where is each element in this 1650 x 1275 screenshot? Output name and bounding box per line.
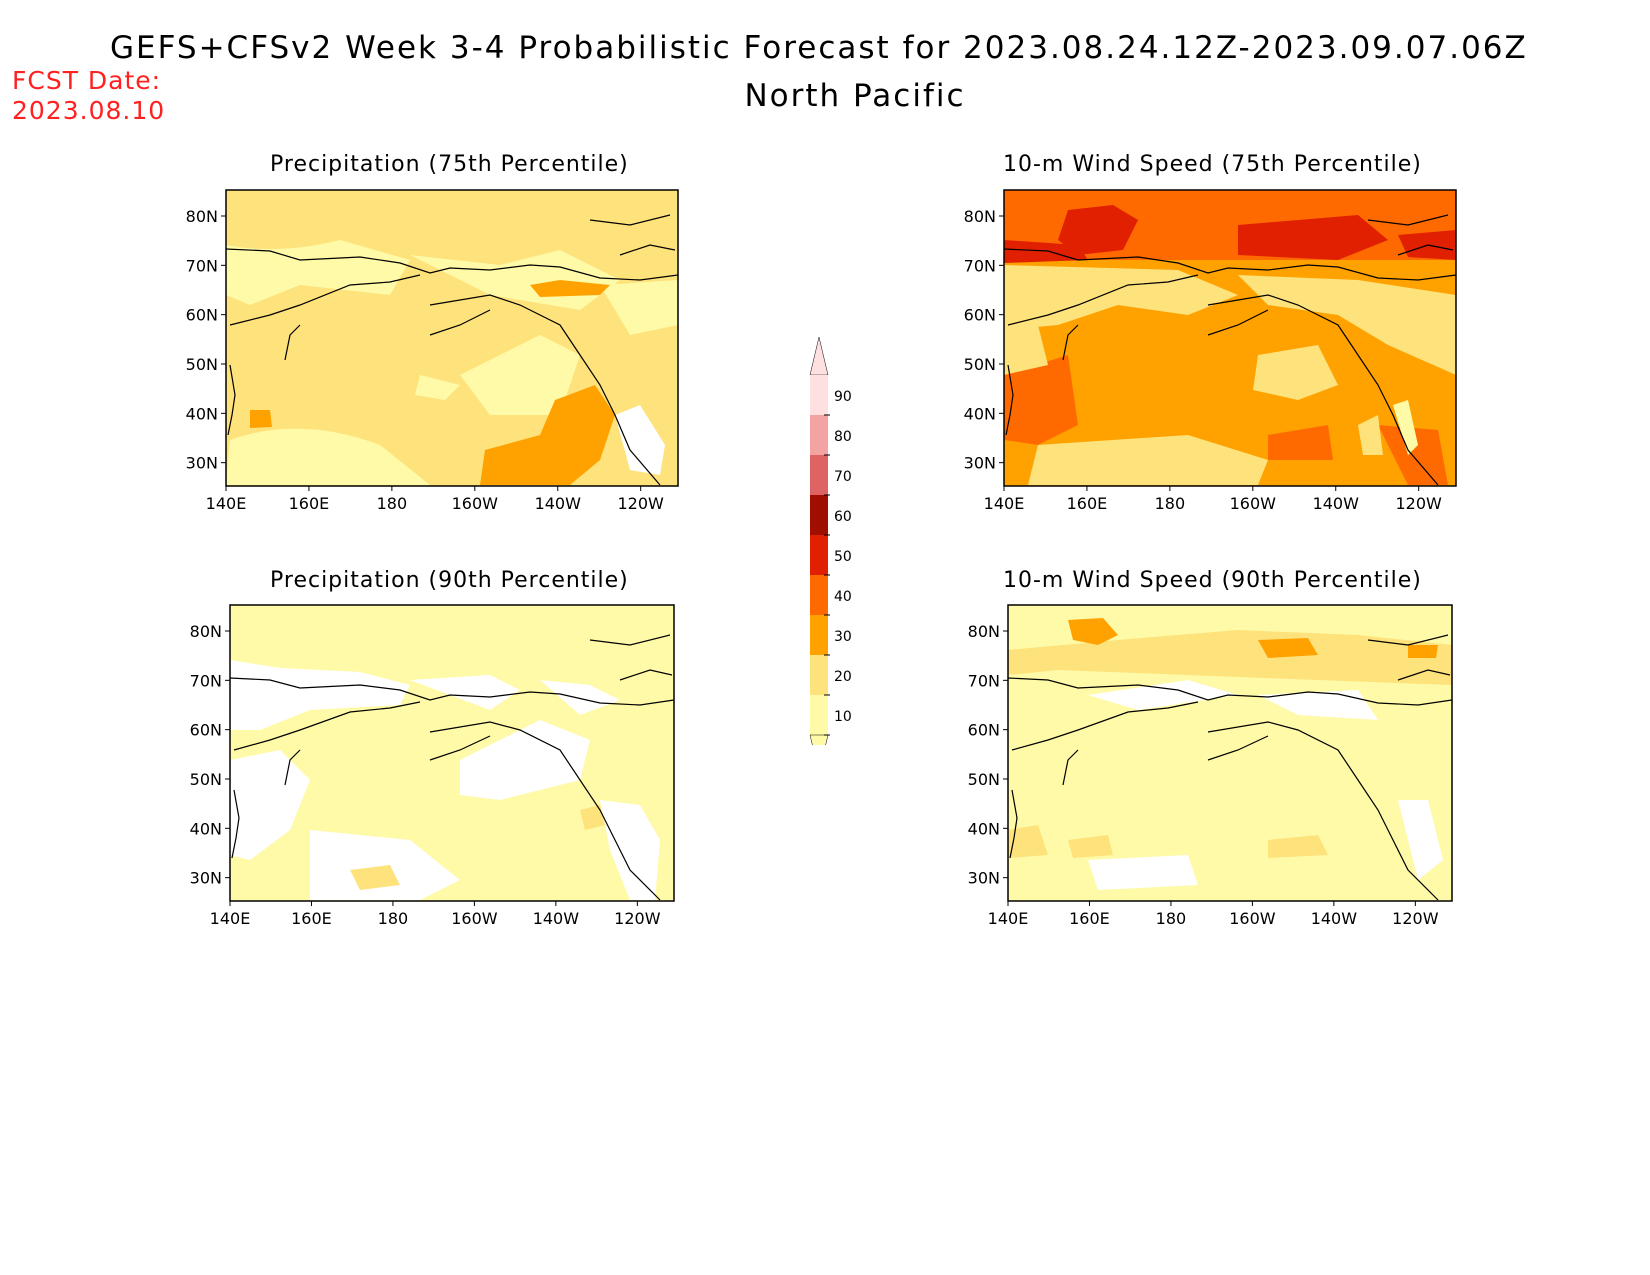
colorbar-swatch: [810, 615, 828, 655]
colorbar-label: 20: [834, 669, 852, 685]
lat-tick-label: 50N: [964, 355, 996, 374]
panel-title-precip-90: Precipitation (90th Percentile): [270, 568, 629, 593]
colorbar-label: 10: [834, 709, 852, 725]
map-precip-75: [225, 189, 679, 487]
lat-tick-label: 80N: [186, 207, 218, 226]
lon-tick-label: 160E: [291, 909, 332, 928]
lon-tick-label: 180: [378, 909, 409, 928]
main-title: GEFS+CFSv2 Week 3-4 Probabilistic Foreca…: [110, 30, 1528, 66]
lat-tick-label: 70N: [186, 256, 218, 275]
lon-tick-label: 140E: [210, 909, 251, 928]
lat-tick-label: 50N: [186, 355, 218, 374]
lat-tick-label: 70N: [190, 671, 222, 690]
colorbar-label: 90: [834, 389, 852, 405]
colorbar-label: 40: [834, 589, 852, 605]
lon-tick-label: 180: [1156, 909, 1187, 928]
colorbar-label: 80: [834, 429, 852, 445]
lat-tick-label: 60N: [964, 306, 996, 325]
lat-tick-label: 30N: [190, 869, 222, 888]
lat-tick-label: 70N: [968, 671, 1000, 690]
lat-tick-label: 40N: [190, 819, 222, 838]
lat-tick-label: 80N: [964, 207, 996, 226]
lat-tick-label: 80N: [190, 622, 222, 641]
colorbar-swatch: [810, 655, 828, 695]
colorbar-swatch: [810, 415, 828, 455]
lon-tick-label: 160E: [289, 494, 330, 513]
lon-tick-label: 180: [1155, 494, 1186, 513]
lon-tick-label: 160E: [1069, 909, 1110, 928]
panel-title-wind-75: 10-m Wind Speed (75th Percentile): [1003, 152, 1422, 177]
lon-tick-label: 160E: [1067, 494, 1108, 513]
lat-tick-label: 40N: [186, 404, 218, 423]
lat-tick-label: 30N: [964, 454, 996, 473]
lon-tick-label: 160W: [452, 494, 499, 513]
map-wind-90: [1007, 604, 1453, 902]
panel-title-precip-75: Precipitation (75th Percentile): [270, 152, 629, 177]
fcst-date-label: FCST Date:: [12, 66, 162, 95]
colorbar-swatch: [810, 375, 828, 415]
colorbar-swatch: [810, 495, 828, 535]
colorbar-swatch: [810, 455, 828, 495]
lat-tick-label: 50N: [968, 770, 1000, 789]
colorbar-label: 70: [834, 469, 852, 485]
colorbar-label: 50: [834, 549, 852, 565]
lat-tick-label: 40N: [964, 404, 996, 423]
colorbar-label: 60: [834, 509, 852, 525]
lon-tick-label: 160W: [1229, 909, 1276, 928]
region-subtitle: North Pacific: [744, 78, 966, 114]
lat-tick-label: 40N: [968, 819, 1000, 838]
lon-tick-label: 120W: [617, 494, 664, 513]
lon-tick-label: 180: [377, 494, 408, 513]
colorbar-swatch: [810, 695, 828, 735]
lon-tick-label: 140E: [984, 494, 1025, 513]
panel-title-wind-90: 10-m Wind Speed (90th Percentile): [1003, 568, 1422, 593]
lon-tick-label: 140W: [535, 494, 582, 513]
lat-tick-label: 60N: [968, 721, 1000, 740]
lon-tick-label: 140W: [1313, 494, 1360, 513]
colorbar-bottom-arrow: [809, 734, 829, 745]
lon-tick-label: 140E: [988, 909, 1029, 928]
colorbar: 90 80 70 60 50 40 30 20 10: [809, 336, 852, 745]
fcst-date-value: 2023.08.10: [12, 96, 166, 125]
lat-tick-label: 60N: [190, 721, 222, 740]
lon-tick-label: 160W: [451, 909, 498, 928]
lat-tick-label: 70N: [964, 256, 996, 275]
lat-tick-label: 50N: [190, 770, 222, 789]
lat-tick-label: 30N: [186, 454, 218, 473]
lon-tick-label: 120W: [1395, 494, 1442, 513]
colorbar-top-arrow: [809, 336, 829, 376]
lon-tick-label: 140E: [206, 494, 247, 513]
colorbar-label: 30: [834, 629, 852, 645]
map-precip-90: [229, 604, 675, 902]
lon-tick-label: 140W: [1311, 909, 1358, 928]
colorbar-swatch: [810, 535, 828, 575]
lat-tick-label: 30N: [968, 869, 1000, 888]
colorbar-swatch: [810, 575, 828, 615]
lat-tick-label: 80N: [968, 622, 1000, 641]
lon-tick-label: 160W: [1230, 494, 1277, 513]
lat-tick-label: 60N: [186, 306, 218, 325]
lon-tick-label: 120W: [614, 909, 661, 928]
lon-tick-label: 140W: [533, 909, 580, 928]
lon-tick-label: 120W: [1392, 909, 1439, 928]
map-wind-75: [1003, 189, 1457, 487]
